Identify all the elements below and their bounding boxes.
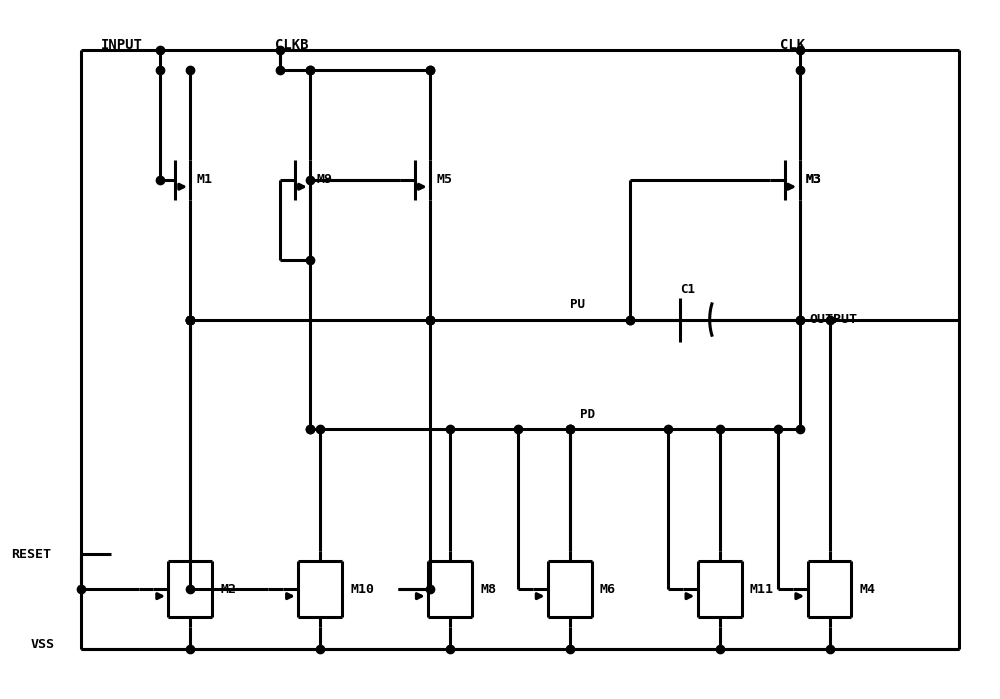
Text: M8: M8 [480,583,496,596]
Text: RESET: RESET [11,548,51,561]
Text: M2: M2 [220,583,236,596]
Text: M3: M3 [806,173,822,186]
Text: CLKB: CLKB [275,38,309,52]
Text: OUTPUT: OUTPUT [810,313,858,326]
Text: CLK: CLK [780,38,805,52]
Text: PU: PU [570,298,585,311]
Text: M9: M9 [316,173,332,186]
Text: M1: M1 [196,173,212,186]
Text: M11: M11 [750,583,774,596]
Text: INPUT: INPUT [101,38,142,52]
Text: M6: M6 [600,583,616,596]
Text: M4: M4 [859,583,875,596]
Text: C1: C1 [680,283,695,296]
Text: M10: M10 [350,583,374,596]
Text: VSS: VSS [31,637,55,651]
Text: M3: M3 [806,173,822,186]
Text: PD: PD [580,408,595,421]
Text: M5: M5 [436,173,452,186]
